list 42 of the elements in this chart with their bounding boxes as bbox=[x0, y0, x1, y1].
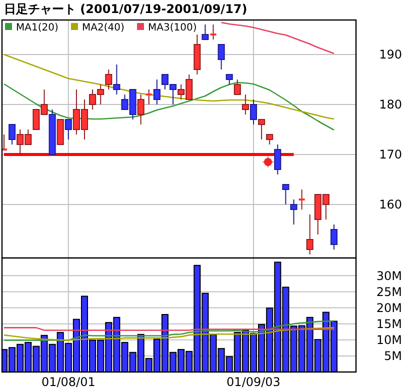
legend-label: MA1(20) bbox=[16, 22, 58, 34]
candlestick bbox=[258, 119, 266, 140]
candlestick bbox=[298, 189, 305, 210]
candlestick bbox=[234, 79, 241, 95]
y-tick-label: 170 bbox=[379, 148, 402, 162]
candlestick bbox=[250, 99, 258, 125]
candlestick bbox=[282, 184, 290, 205]
line-series bbox=[220, 22, 335, 54]
candlestick bbox=[113, 64, 120, 95]
candlestick bbox=[137, 94, 144, 125]
y-tick-label: 180 bbox=[379, 98, 402, 112]
candlestick bbox=[210, 24, 216, 40]
y-tick-label: 20M bbox=[376, 300, 402, 315]
candlestick bbox=[8, 124, 16, 145]
candlestick bbox=[146, 89, 152, 105]
y-tick-label: 5M bbox=[384, 349, 402, 364]
candlestick bbox=[64, 119, 72, 140]
candlestick bbox=[274, 144, 282, 175]
candlestick bbox=[266, 134, 274, 145]
candlestick bbox=[202, 24, 209, 40]
y-tick-label: 30M bbox=[376, 268, 402, 283]
candlestick bbox=[290, 199, 298, 225]
y-tick-label: 190 bbox=[379, 48, 402, 62]
x-tick-label: 01/09/03 bbox=[226, 375, 280, 389]
y-tick-label: 160 bbox=[379, 198, 402, 212]
y-tick-label: 10M bbox=[376, 333, 402, 348]
legend-label: MA3(100) bbox=[148, 22, 197, 34]
candlestick bbox=[330, 224, 338, 250]
y-tick-label: 25M bbox=[376, 284, 402, 299]
candlestick bbox=[226, 74, 233, 85]
y-tick-label: 15M bbox=[376, 317, 402, 332]
candlestick bbox=[105, 69, 112, 90]
candlestick bbox=[242, 94, 249, 115]
x-tick-label: 01/08/01 bbox=[41, 375, 96, 389]
candlestick bbox=[153, 79, 160, 105]
line-series bbox=[3, 54, 335, 120]
line-series bbox=[3, 320, 335, 341]
line-series bbox=[3, 327, 335, 341]
chart-title: 日足チャート (2001/07/19-2001/09/17) bbox=[4, 2, 248, 16]
legend-label: MA2(40) bbox=[82, 22, 124, 34]
candlestick bbox=[306, 214, 314, 255]
candlestick bbox=[218, 44, 225, 70]
